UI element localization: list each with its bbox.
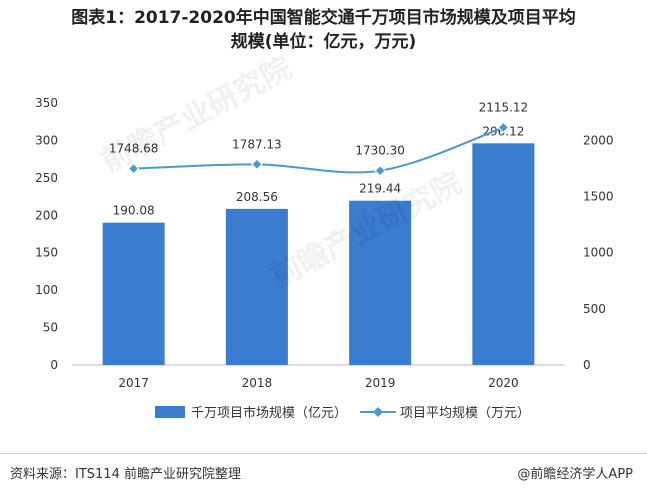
bar — [472, 143, 535, 365]
x-tick-label: 2020 — [488, 376, 519, 390]
chart-title: 图表1：2017-2020年中国智能交通千万项目市场规模及项目平均 规模(单位：… — [0, 6, 647, 54]
y-left-tick-label: 150 — [35, 246, 58, 260]
chart-area: 0 50 100 150 200 250 300 350 0 500 1000 1500 2000 201… — [35, 96, 614, 421]
bar — [102, 222, 165, 365]
y-right-tick-label: 1000 — [583, 246, 614, 260]
legend-bar-label: 千万项目市场规模（亿元） — [191, 405, 347, 421]
footer: 资料来源：ITS114 前瞻产业研究院整理 @前瞻经济学人APP — [10, 463, 633, 482]
brand-credit: @前瞻经济学人APP — [517, 467, 633, 482]
y-left-tick-label: 250 — [35, 171, 58, 185]
y-left-tick-label: 50 — [43, 321, 58, 335]
line-value-label: 1748.68 — [109, 142, 159, 156]
chart-title-line-1: 图表1：2017-2020年中国智能交通千万项目市场规模及项目平均 — [71, 8, 576, 28]
line-value-label: 1787.13 — [232, 137, 282, 151]
line-value-label: 2115.12 — [479, 101, 529, 115]
line-point — [127, 162, 140, 175]
line-value-label: 1730.30 — [355, 144, 405, 158]
y-left-tick-label: 0 — [50, 358, 58, 372]
line-point — [251, 158, 263, 171]
y-left-tick-label: 200 — [35, 208, 58, 222]
line-point — [374, 165, 386, 177]
bar-value-label: 219.44 — [359, 182, 401, 196]
x-tick-label: 2017 — [118, 376, 149, 390]
y-left-tick-label: 100 — [35, 283, 58, 297]
legend-line-label: 项目平均规模（万元） — [400, 406, 530, 421]
chart-title-line-2: 规模(单位：亿元，万元) — [230, 32, 417, 52]
y-right-tick-label: 1500 — [583, 190, 614, 204]
bar — [349, 200, 412, 365]
bar-value-label: 208.56 — [236, 190, 278, 204]
bar — [225, 208, 288, 365]
legend-line-marker — [373, 407, 383, 417]
y-right-tick-label: 500 — [583, 302, 606, 316]
y-left-tick-label: 300 — [35, 133, 58, 147]
x-tick-label: 2018 — [242, 376, 273, 390]
x-tick-label: 2019 — [365, 376, 396, 390]
y-right-tick-label: 2000 — [583, 133, 614, 147]
footer-divider — [0, 453, 647, 454]
y-right-tick-label: 0 — [583, 358, 591, 372]
line-point — [497, 121, 510, 134]
series-line — [133, 126, 504, 174]
bar-value-label: 190.08 — [113, 204, 155, 218]
legend-bar-swatch — [155, 406, 185, 418]
y-left-tick-label: 350 — [35, 96, 58, 110]
source-note: 资料来源：ITS114 前瞻产业研究院整理 — [10, 467, 241, 482]
